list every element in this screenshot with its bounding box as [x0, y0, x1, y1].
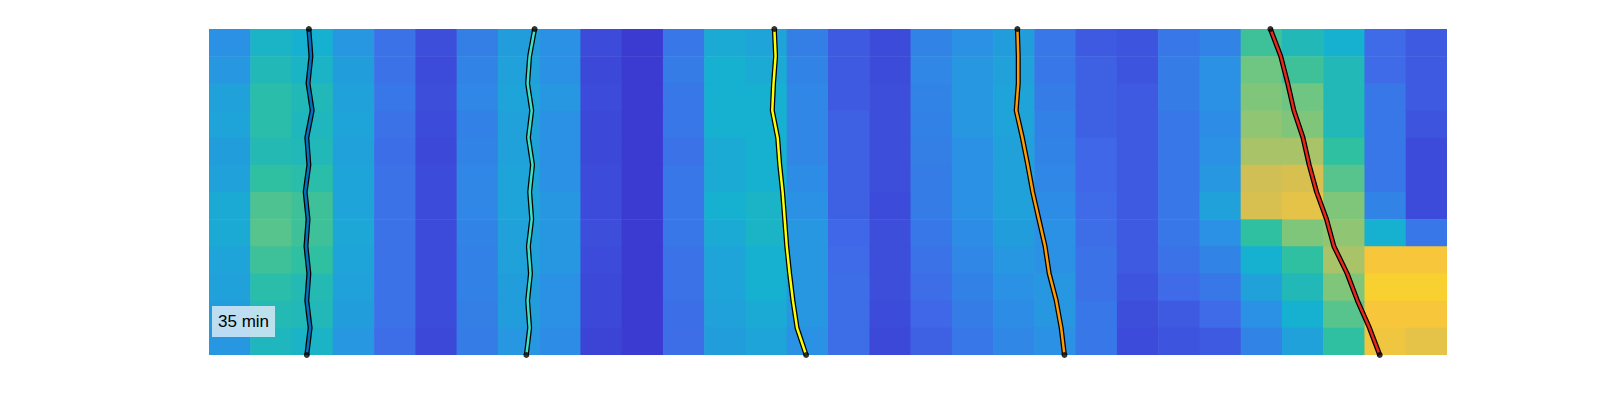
svg-text:35 min: 35 min: [218, 312, 269, 331]
